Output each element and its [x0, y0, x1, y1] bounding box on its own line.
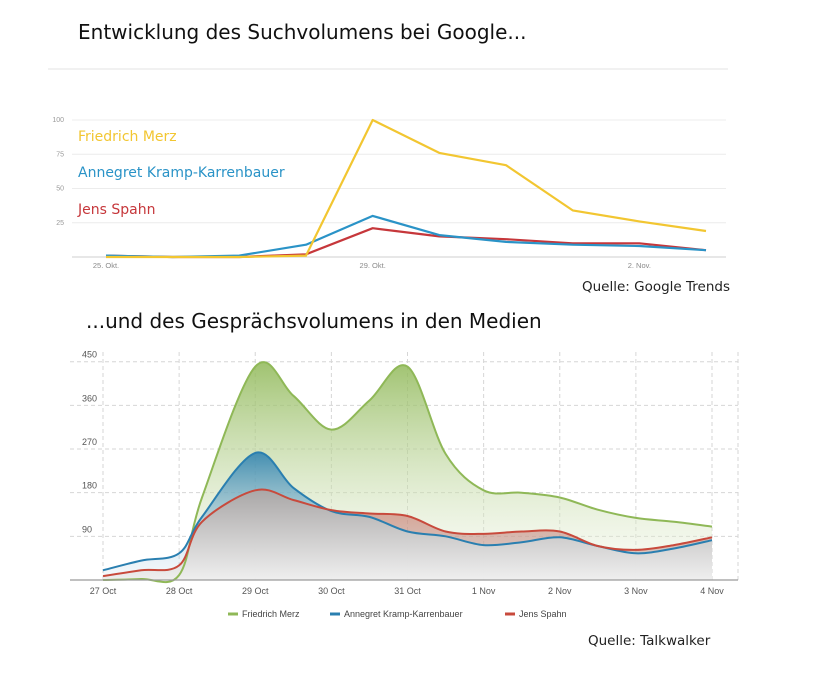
- bottom-x-tick-label: 31 Oct: [394, 586, 421, 596]
- bottom-chart: 450 360 270 180 90 27 Oct 28 Oct 29 Oct 30 Oct 31…: [70, 350, 739, 619]
- bottom-legend-spahn: Jens Spahn: [519, 609, 567, 619]
- top-y-tick-label: 50: [56, 186, 64, 193]
- top-legend-akk: Annegret Kramp-Karrenbauer: [78, 165, 285, 181]
- bottom-legend-merz: Friedrich Merz: [242, 609, 300, 619]
- top-x-tick-label: 2. Nov.: [628, 261, 651, 270]
- bottom-legend-akk: Annegret Kramp-Karrenbauer: [344, 609, 463, 619]
- top-chart-title: Entwicklung des Suchvolumens bei Google.…: [78, 20, 527, 44]
- top-x-tick-label: 25. Okt.: [93, 261, 119, 270]
- bottom-y-tick-label: 180: [82, 481, 97, 491]
- bottom-series-line-spahn: [102, 488, 713, 578]
- top-series-line-akk: [105, 214, 707, 259]
- bottom-x-tick-label: 28 Oct: [166, 586, 193, 596]
- top-y-tick-label: 100: [52, 117, 64, 124]
- bottom-y-tick-label: 90: [82, 524, 92, 534]
- top-y-tick-label: 25: [56, 220, 64, 227]
- bottom-y-tick-label: 450: [82, 350, 97, 360]
- top-x-tick-label: 29. Okt.: [360, 261, 386, 270]
- top-chart-source: Quelle: Google Trends: [582, 279, 731, 295]
- bottom-chart-source: Quelle: Talkwalker: [588, 633, 711, 649]
- bottom-x-tick-label: 27 Oct: [90, 586, 117, 596]
- top-y-tick-label: 75: [56, 151, 64, 158]
- bottom-y-tick-label: 360: [82, 393, 97, 403]
- bottom-x-tick-label: 30 Oct: [318, 586, 345, 596]
- bottom-x-tick-label: 29 Oct: [242, 586, 269, 596]
- top-legend-merz: Friedrich Merz: [78, 129, 177, 145]
- bottom-x-tick-label: 1 Nov: [472, 586, 496, 596]
- bottom-x-tick-label: 4 Nov: [700, 586, 724, 596]
- top-series-line-merz: [106, 118, 707, 259]
- bottom-chart-title: ...und des Gesprächsvolumens in den Medi…: [86, 309, 542, 333]
- top-legend-spahn: Jens Spahn: [77, 202, 155, 218]
- bottom-y-tick-label: 270: [82, 437, 97, 447]
- bottom-series-line-merz: [102, 361, 713, 584]
- bottom-x-tick-label: 2 Nov: [548, 586, 572, 596]
- bottom-x-tick-label: 3 Nov: [624, 586, 648, 596]
- top-chart: 100 75 50 25 25. Okt. 29. Okt. 2. Nov. Friedric…: [48, 68, 728, 270]
- top-series-line-spahn: [105, 227, 707, 259]
- bottom-area-overlap: [103, 489, 712, 580]
